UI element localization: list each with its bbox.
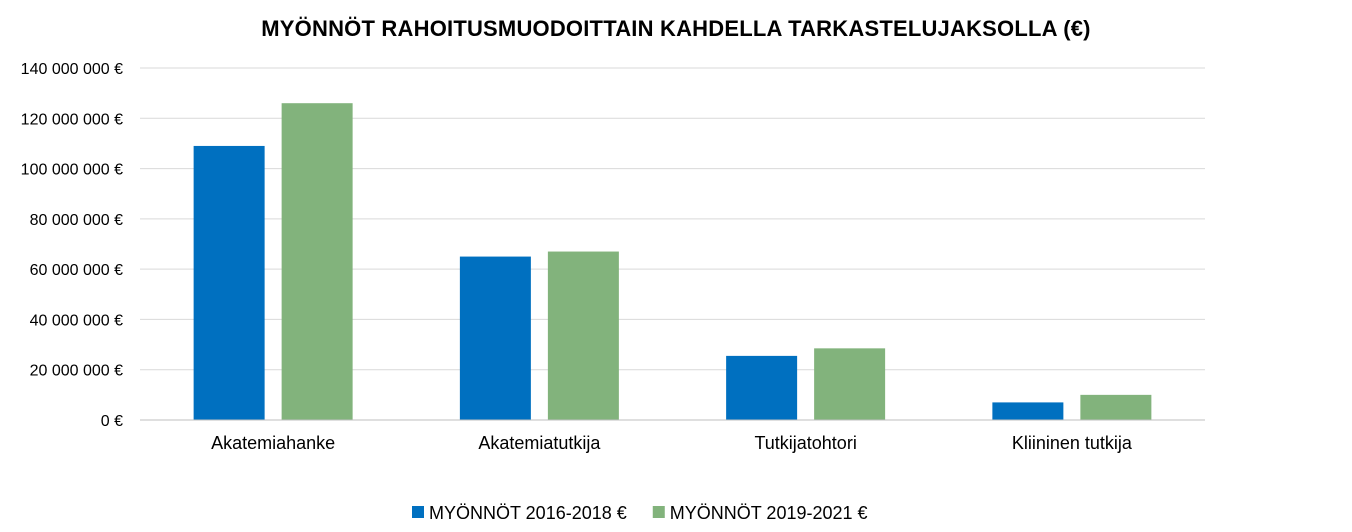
bars [193,103,1152,420]
bar-series-1 [459,256,531,420]
y-tick-label: 100 000 000 € [21,162,123,179]
legend: MYÖNNÖT 2016-2018 € MYÖNNÖT 2019-2021 € [412,503,868,523]
chart-title: MYÖNNÖT RAHOITUSMUODOITTAIN KAHDELLA TAR… [261,16,1091,41]
x-category-label: Tutkijatohtori [754,433,856,453]
y-tick-label: 60 000 000 € [30,262,124,279]
legend-swatch [652,506,665,518]
y-axis-tick-labels: 0 € 20 000 000 € 40 000 000 € 60 000 000 € 8… [21,61,123,430]
x-category-label: Akatemiatutkija [478,433,601,453]
legend-swatch [412,506,424,518]
bar-series-2 [281,103,353,420]
bar-series-2 [814,348,886,420]
bar-series-1 [726,355,798,420]
y-tick-label: 20 000 000 € [30,363,124,380]
bar-series-2 [547,251,619,420]
y-tick-label: 80 000 000 € [30,212,124,229]
y-tick-label: 0 € [101,413,123,430]
y-tick-label: 140 000 000 € [21,61,123,78]
x-axis-category-labels: Akatemiahanke Akatemiatutkija Tutkijatohto… [211,433,1133,453]
bar-series-2 [1080,394,1152,420]
y-tick-label: 120 000 000 € [21,111,123,128]
legend-label: MYÖNNÖT 2016-2018 € [429,503,627,523]
x-category-label: Kliininen tutkija [1012,433,1133,453]
legend-label: MYÖNNÖT 2019-2021 € [670,503,868,523]
bar-series-1 [992,402,1064,420]
y-tick-label: 40 000 000 € [30,312,124,329]
bar-series-1 [193,145,265,420]
x-category-label: Akatemiahanke [211,433,335,453]
